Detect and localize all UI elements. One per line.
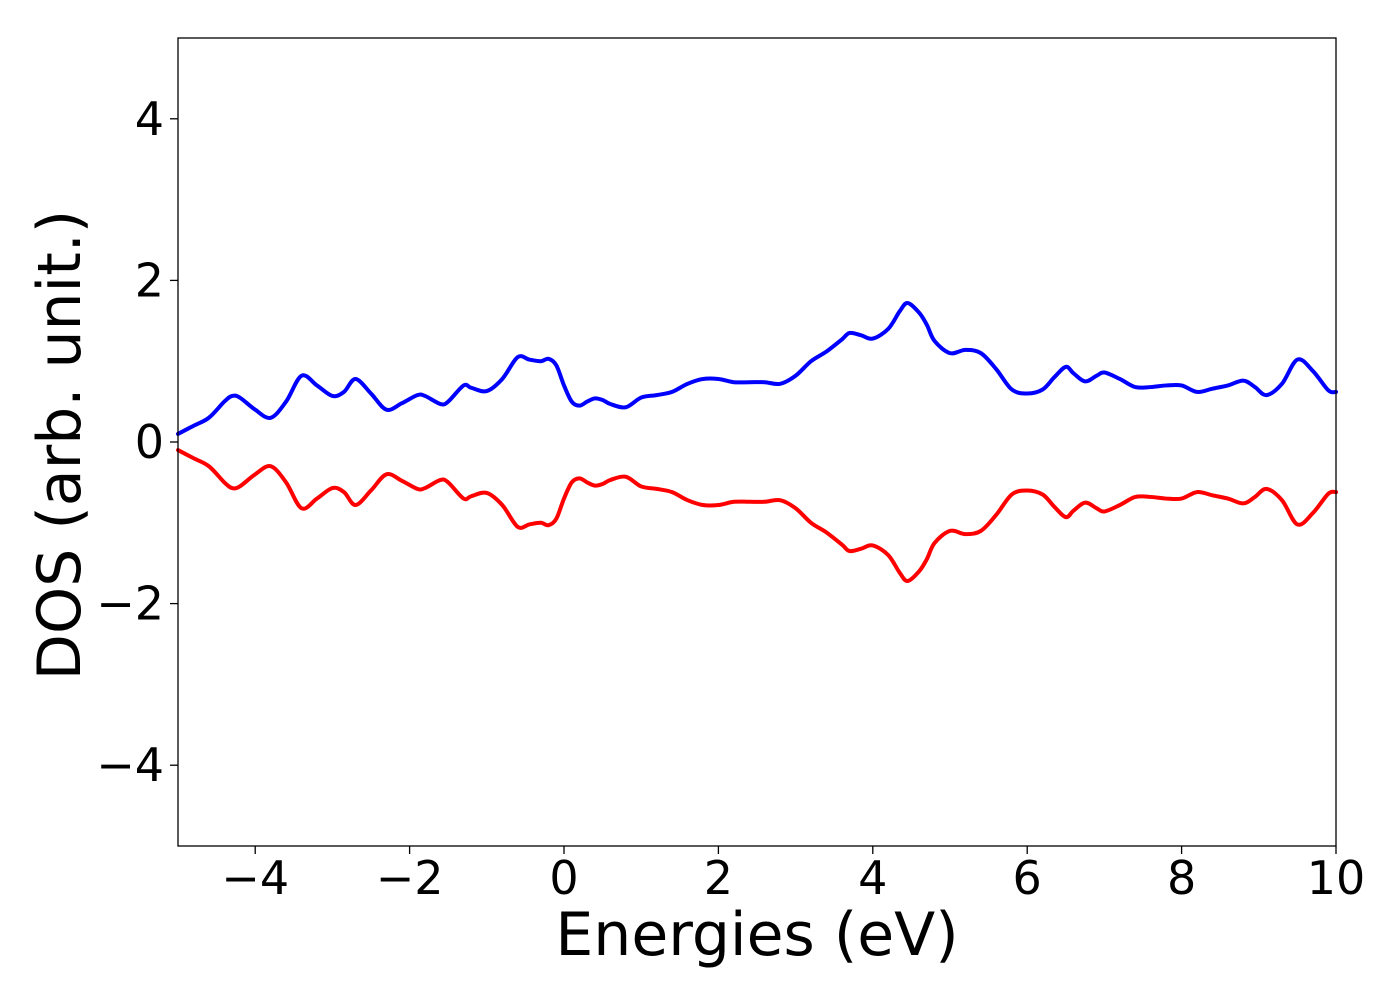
- x-tick-label: 6: [1013, 851, 1042, 905]
- y-axis-ticks: −4 −2 0 2 4: [96, 92, 178, 792]
- x-tick-label: 4: [858, 851, 887, 905]
- y-tick-label: 2: [135, 253, 164, 307]
- plot-frame: [177, 37, 1337, 847]
- x-tick-label: 8: [1167, 851, 1196, 905]
- x-tick-label: 0: [549, 851, 578, 905]
- y-tick-label: −4: [96, 738, 164, 792]
- x-tick-label: −4: [221, 851, 289, 905]
- y-tick-label: 0: [135, 415, 164, 469]
- y-tick-label: 4: [135, 92, 164, 146]
- y-tick-label: −2: [96, 577, 164, 631]
- series-line-0: [176, 301, 1338, 436]
- x-tick-label: 10: [1307, 851, 1366, 905]
- x-axis-ticks: −4 −2 0 2 4 6 8 10: [221, 846, 1365, 905]
- x-tick-label: 2: [704, 851, 733, 905]
- x-tick-label: −2: [376, 851, 444, 905]
- series-line-1: [176, 448, 1338, 583]
- y-axis-label: DOS (arb. unit.): [25, 210, 95, 680]
- x-axis-label: Energies (eV): [555, 900, 958, 970]
- series-layer: [176, 301, 1338, 583]
